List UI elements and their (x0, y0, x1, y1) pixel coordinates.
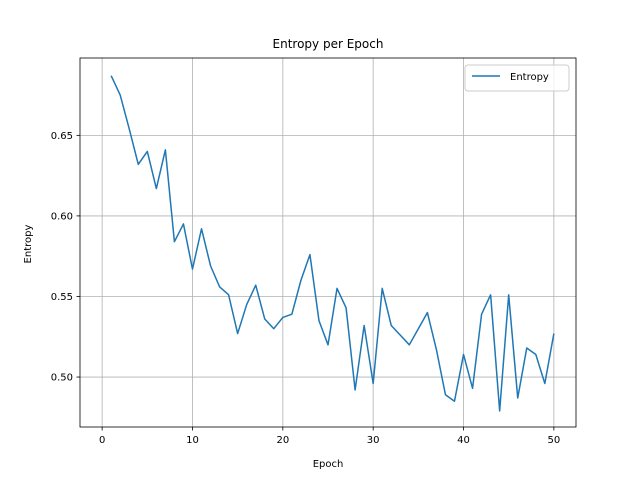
x-tick-label: 10 (186, 435, 199, 446)
grid-lines (80, 58, 576, 427)
x-axis-label: Epoch (313, 459, 344, 470)
axes: 0 10 20 30 40 50 0.50 0.55 0.60 0.65 (51, 57, 577, 446)
plot-area (110, 75, 555, 412)
x-tick-label: 30 (367, 435, 380, 446)
x-tick-label: 40 (457, 435, 470, 446)
legend: Entropy (464, 64, 570, 92)
y-tick-label: 0.55 (51, 292, 73, 303)
chart-title: Entropy per Epoch (273, 37, 384, 51)
y-tick-label: 0.50 (51, 373, 73, 384)
x-tick-label: 0 (99, 435, 105, 446)
y-axis-label: Entropy (23, 224, 34, 263)
y-tick-label: 0.65 (51, 131, 73, 142)
legend-box (464, 64, 570, 92)
series-line-entropy (110, 75, 555, 412)
y-tick-label: 0.60 (51, 211, 73, 222)
legend-entry-entropy: Entropy (510, 72, 549, 83)
x-tick-label: 20 (276, 435, 289, 446)
x-tick-label: 50 (547, 435, 560, 446)
axes-frame (79, 57, 577, 428)
